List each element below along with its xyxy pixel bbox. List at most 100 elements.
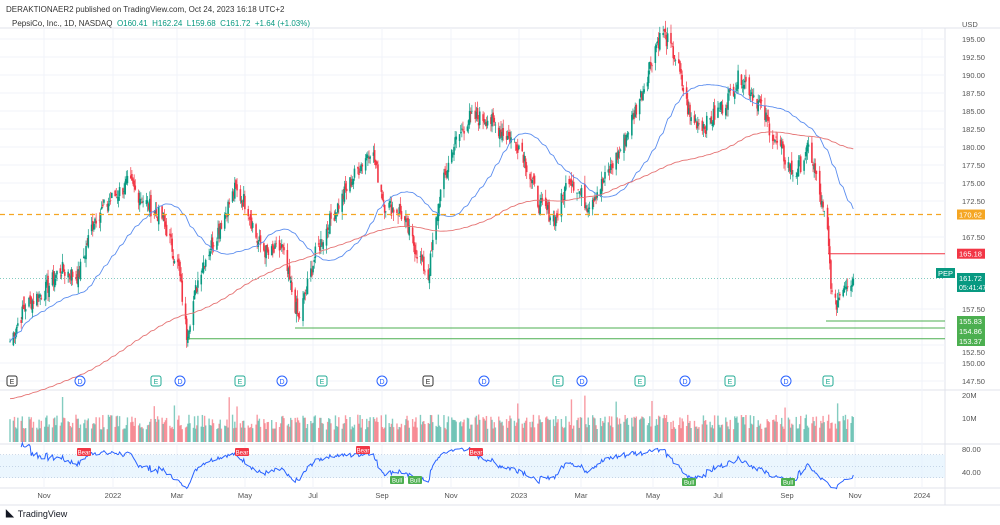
dividend-icon <box>478 375 490 387</box>
volume-bar <box>765 427 767 442</box>
candle <box>607 162 610 176</box>
volume-bar <box>98 417 101 442</box>
volume-bar <box>727 426 729 442</box>
volume-bar <box>611 416 613 442</box>
candle <box>476 101 479 122</box>
candle <box>249 210 252 229</box>
volume-bar <box>721 424 724 442</box>
candle <box>312 265 314 275</box>
label-g2: 154.86 <box>959 327 982 336</box>
volume-bar <box>430 415 433 442</box>
candle <box>733 92 736 105</box>
candle <box>302 291 304 327</box>
candle <box>208 248 210 261</box>
candle <box>705 111 708 138</box>
candle <box>140 192 142 205</box>
volume-bar <box>413 426 415 442</box>
volume-bar <box>819 427 821 442</box>
volume-bar <box>461 426 463 442</box>
candle <box>380 184 383 199</box>
volume-bar <box>548 420 550 442</box>
candle <box>108 193 111 207</box>
candle <box>727 86 729 117</box>
volume-bar <box>367 427 369 442</box>
earnings-icon <box>552 375 564 387</box>
candle <box>663 28 666 39</box>
volume-bar <box>666 421 669 442</box>
candle <box>524 155 527 177</box>
volume-bar <box>373 418 376 442</box>
symbol-legend: PepsiCo, Inc., 1D, NASDAQ O160.41 H162.2… <box>12 19 310 28</box>
candle <box>369 155 371 164</box>
candle <box>585 202 587 211</box>
currency-label: USD <box>962 20 978 29</box>
candle <box>247 205 250 221</box>
volume-bar <box>336 426 339 442</box>
candle <box>265 245 267 267</box>
candle <box>131 170 133 181</box>
label-ticker: PEP <box>938 269 953 278</box>
volume-bar <box>435 425 437 442</box>
candle <box>344 176 347 193</box>
candle <box>326 220 329 239</box>
candle <box>210 234 213 254</box>
candle <box>179 260 181 282</box>
event-letter: D <box>379 379 384 386</box>
candle <box>102 199 104 208</box>
volume-bar <box>508 421 510 442</box>
volume-bar <box>604 416 606 442</box>
tradingview-logo[interactable]: ◣ TradingView <box>6 508 67 519</box>
volume-bar <box>415 417 417 442</box>
volume-bar <box>694 426 697 442</box>
volume-bar <box>343 423 346 442</box>
candle <box>736 81 738 95</box>
volume-bar <box>188 414 190 442</box>
volume-bar <box>335 426 338 442</box>
candle <box>38 291 40 302</box>
volume-bar <box>760 428 763 442</box>
candle <box>508 124 510 139</box>
volume-bar <box>361 418 364 442</box>
volume-bar <box>693 420 696 442</box>
candle <box>768 117 771 143</box>
volume-bar <box>483 418 485 442</box>
volume-bar <box>463 419 465 442</box>
candle <box>634 102 636 119</box>
volume-bar <box>618 418 621 442</box>
volume-bar <box>123 428 125 442</box>
event-letter: E <box>728 379 733 386</box>
candle <box>203 265 206 270</box>
candle <box>304 289 307 301</box>
candle <box>359 165 361 174</box>
candle <box>374 159 377 169</box>
candle <box>239 185 242 204</box>
volume-bar <box>90 428 93 442</box>
volume-bar <box>9 419 11 442</box>
volume-bar <box>368 420 370 442</box>
volume-bar <box>830 423 832 442</box>
signal-bull: Bull <box>783 481 793 487</box>
volume-bar <box>814 425 816 442</box>
candle <box>437 203 440 229</box>
candle <box>77 261 80 294</box>
candle <box>533 173 536 187</box>
volume-bar <box>312 422 314 442</box>
volume-bar <box>680 428 682 442</box>
candle <box>506 130 509 141</box>
candle <box>639 89 642 101</box>
volume-bar <box>710 427 712 442</box>
candle <box>223 212 226 232</box>
candle <box>827 217 830 255</box>
volume-bar <box>278 427 281 442</box>
candle <box>94 217 96 230</box>
candle <box>93 221 95 232</box>
candle <box>665 32 668 55</box>
volume-bar <box>580 417 583 442</box>
volume-bar <box>437 414 440 442</box>
volume-bar <box>766 419 768 442</box>
volume-bar <box>320 417 322 442</box>
volume-bar <box>584 395 586 442</box>
volume-bar <box>453 419 455 442</box>
volume-bar <box>533 427 536 442</box>
